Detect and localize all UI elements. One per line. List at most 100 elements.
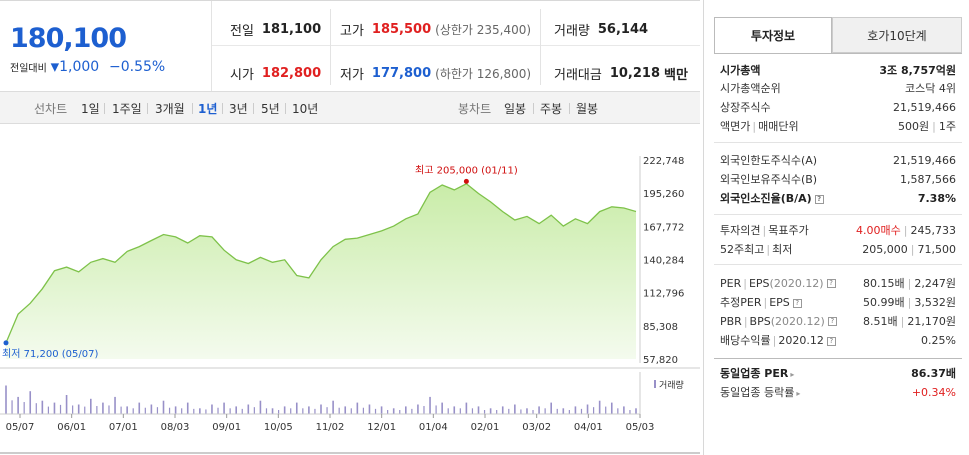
volume-bar <box>471 408 474 414</box>
help-icon[interactable]: ? <box>814 194 824 204</box>
volume-bar <box>338 407 340 414</box>
x-tick-label: 09/01 <box>212 422 241 433</box>
volume-bar <box>635 408 637 414</box>
volume-bar <box>368 404 371 414</box>
x-tick-label: 10/05 <box>264 422 293 433</box>
tab-10y[interactable]: 10년 <box>292 102 319 116</box>
volume-bar <box>217 407 219 414</box>
volume-bar <box>271 408 274 414</box>
volume-bar <box>126 406 128 414</box>
chevron-right-icon: ▸ <box>796 389 801 398</box>
help-icon[interactable]: ? <box>826 336 836 346</box>
volume-bar <box>501 406 504 414</box>
volume-bar <box>586 404 589 414</box>
volume-bar <box>483 410 486 414</box>
volume-bar <box>90 398 92 414</box>
tab-monthly[interactable]: 월봉 <box>576 102 599 116</box>
volume-bar <box>574 406 577 414</box>
volume-bar <box>181 408 183 414</box>
volume-bar <box>59 404 62 414</box>
volume-bar <box>526 408 528 414</box>
volume-bar <box>41 400 44 414</box>
volume-bar <box>592 407 595 414</box>
volume-bar <box>465 402 468 414</box>
volume-bar <box>138 402 141 414</box>
volume-bar <box>205 409 207 414</box>
volume-bar <box>265 408 268 414</box>
volume-bar <box>35 403 37 414</box>
volume-legend-swatch <box>654 380 656 388</box>
volume-bar <box>617 408 619 414</box>
x-tick-label: 08/03 <box>161 422 190 433</box>
volume-bar <box>320 404 322 414</box>
volume-bar <box>623 406 625 414</box>
volume-bar <box>556 408 558 414</box>
high-annotation: 최고 205,000 (01/11) <box>415 164 518 176</box>
x-tick-label: 01/04 <box>419 422 448 433</box>
price-area <box>6 183 636 359</box>
tab-1y[interactable]: 1년 <box>198 102 218 116</box>
volume-bar <box>168 407 171 414</box>
tab-5y[interactable]: 5년 <box>261 102 280 116</box>
volume-bar <box>290 408 292 414</box>
volume-bar <box>295 402 298 414</box>
volume-bar <box>489 408 492 414</box>
volume-bar <box>405 406 407 414</box>
volume-bar <box>65 395 68 414</box>
volume-bar <box>84 406 86 414</box>
volume-bar <box>150 404 153 414</box>
volume-bar <box>283 406 286 414</box>
tab-orderbook-10[interactable]: 호가10단계 <box>832 17 962 53</box>
tab-1d[interactable]: 1일 <box>81 102 100 116</box>
volume-bar <box>132 408 134 414</box>
help-icon[interactable]: ? <box>827 317 837 326</box>
volume-bar <box>477 406 480 414</box>
y-axis: 222,748 195,260 167,772 140,284 112,796 85,30… <box>643 156 684 366</box>
x-tick-label: 05/07 <box>6 422 35 433</box>
period-tab-bar: 선차트 1일 1주일 3개월 1년 3년 5년 10년 봉차트 일봉 주봉 월봉 <box>0 91 700 124</box>
tab-1w[interactable]: 1주일 <box>112 102 142 116</box>
opinion-row: 투자의견 | 목표주가 4.00매수 | 245,733 <box>720 224 956 237</box>
chart-plot-area: 최고 205,000 (01/11) 최저 71,200 (05/07) <box>2 156 641 363</box>
price-box: 180,100 전일대비 ▼1,000 −0.55% <box>0 1 212 91</box>
volume-bar <box>411 408 413 414</box>
volume-bar <box>332 400 334 414</box>
sector-per-row[interactable]: 동일업종 PER ▸ 86.37배 <box>720 367 956 380</box>
quote-divider <box>540 9 541 85</box>
low-annotation: 최저 71,200 (05/07) <box>2 348 98 360</box>
y-tick-label: 195,260 <box>643 189 684 200</box>
sector-change-row[interactable]: 동일업종 등락률 ▸ +0.34% <box>720 385 956 400</box>
y-tick-label: 57,820 <box>643 355 678 366</box>
volume-bar <box>223 402 225 414</box>
volume-bar <box>496 410 498 414</box>
tab-3m[interactable]: 3개월 <box>155 102 185 116</box>
volume-bar <box>562 408 565 414</box>
volume-bar <box>120 406 122 414</box>
listed-shares-row: 상장주식수 21,519,466 <box>720 100 956 115</box>
x-tick-label: 07/01 <box>109 422 138 433</box>
tab-daily[interactable]: 일봉 <box>504 102 527 116</box>
volume-bar <box>520 409 522 414</box>
tab-weekly[interactable]: 주봉 <box>540 102 563 116</box>
volume-bar <box>610 402 613 414</box>
volume-bar <box>326 407 328 414</box>
volume-bar <box>23 402 25 414</box>
volume-bar <box>568 410 570 414</box>
volume-bar <box>344 406 347 414</box>
change-row: 전일대비 ▼1,000 −0.55% <box>10 59 165 75</box>
volume-bar <box>162 400 165 414</box>
volume-bar <box>629 410 631 414</box>
y-tick-label: 167,772 <box>643 222 684 233</box>
par-value-row: 액면가 | 매매단위 500원 | 1주 <box>720 120 956 133</box>
help-icon[interactable]: ? <box>792 298 802 308</box>
quote-divider <box>212 45 700 46</box>
tab-investment-info[interactable]: 투자정보 <box>714 17 832 53</box>
volume-bar <box>186 402 189 414</box>
help-icon[interactable]: ? <box>826 279 836 288</box>
tab-3y[interactable]: 3년 <box>229 102 248 116</box>
volume-bar <box>429 396 431 414</box>
volume-bar <box>508 408 510 414</box>
volume-bar <box>441 402 443 414</box>
volume-bar <box>387 410 389 414</box>
x-tick-label: 03/02 <box>522 422 551 433</box>
